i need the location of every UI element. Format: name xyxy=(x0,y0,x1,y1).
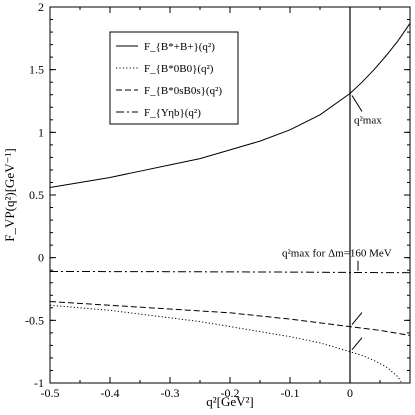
series-line-3 xyxy=(49,301,411,336)
legend-label-2: F_{B*0B0}(q²) xyxy=(144,63,214,75)
annotations: q²max q²max for Δm=160 MeV xyxy=(282,95,392,350)
series-line-1 xyxy=(49,23,411,188)
y-tick-label: 0.5 xyxy=(29,188,44,202)
legend-label-1: F_{B*+B+}(q²) xyxy=(144,41,215,53)
annotation-q2max: q²max xyxy=(354,114,382,126)
legend-label-4: F_{Υηb}(q²) xyxy=(144,107,201,119)
legend: F_{B*+B+}(q²) F_{B*0B0}(q²) F_{B*0sB0s}(q²… xyxy=(109,31,239,125)
y-tick-label: 1 xyxy=(38,125,44,139)
x-tick-label: -0.4 xyxy=(101,386,120,400)
legend-label-3: F_{B*0sB0s}(q²) xyxy=(144,85,222,97)
series-line-4 xyxy=(49,270,411,274)
annotation-q2max-arrow xyxy=(351,95,363,112)
x-tick-label: -0.3 xyxy=(161,386,180,400)
annotation-curve-arrow-1 xyxy=(351,312,363,325)
x-tick-label: -0.5 xyxy=(41,386,60,400)
series-line-2 xyxy=(49,304,402,383)
y-tick-label: -1 xyxy=(34,376,44,390)
y-axis-label: F_VP(q²)[GeV⁻¹] xyxy=(2,148,17,241)
annotation-dm160: q²max for Δm=160 MeV xyxy=(282,248,392,260)
tick-labels: -0.5 -0.4 -0.3 -0.2 -0.1 0-1-0.500.511.52 xyxy=(25,0,353,400)
y-tick-label: -0.5 xyxy=(25,313,44,327)
x-tick-label: -0.1 xyxy=(281,386,300,400)
annotation-curve-arrow-2 xyxy=(351,337,363,350)
y-tick-label: 0 xyxy=(38,251,44,265)
x-tick-label: 0 xyxy=(347,386,353,400)
y-tick-label: 2 xyxy=(38,0,44,14)
y-tick-label: 1.5 xyxy=(29,63,44,77)
x-tick-label: -0.2 xyxy=(221,386,240,400)
legend-box xyxy=(109,31,239,125)
series-lines xyxy=(49,23,411,383)
x-axis-label: q²[GeV²] xyxy=(206,394,254,409)
